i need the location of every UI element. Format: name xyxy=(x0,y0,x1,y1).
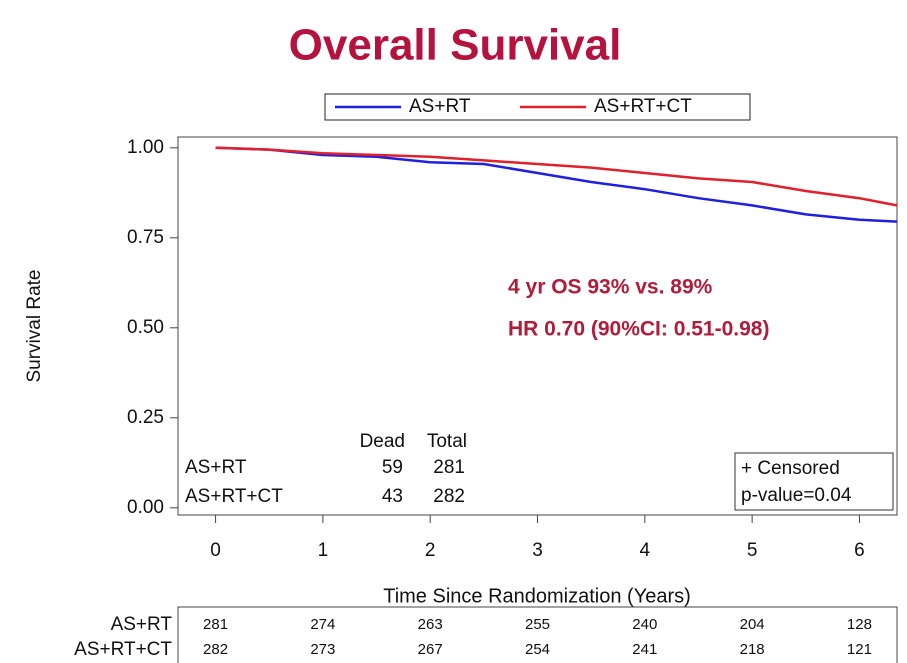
risk-cell: 282 xyxy=(203,641,228,658)
legend-box xyxy=(324,93,751,121)
inset-header: Total xyxy=(427,431,467,452)
inset-cell: 281 xyxy=(433,457,465,478)
risk-cell: 121 xyxy=(847,641,872,658)
y-axis-label: Survival Rate xyxy=(24,270,45,383)
risk-cell: 241 xyxy=(632,641,657,658)
x-tick-label: 4 xyxy=(640,540,651,561)
risk-cell: 128 xyxy=(847,616,872,633)
legend-label: AS+RT+CT xyxy=(594,96,692,117)
x-tick-label: 0 xyxy=(210,540,221,561)
censor-box xyxy=(734,452,894,511)
risk-row-label: AS+RT xyxy=(111,614,173,635)
y-tick-label: 1.00 xyxy=(127,137,164,158)
y-tick-label: 0.75 xyxy=(127,227,164,248)
risk-cell: 240 xyxy=(632,616,657,633)
risk-cell: 273 xyxy=(310,641,335,658)
risk-row-label: AS+RT+CT xyxy=(74,639,172,660)
risk-cell: 263 xyxy=(418,616,443,633)
survival-curve xyxy=(215,146,898,207)
survival-curve xyxy=(215,146,898,223)
annotation: HR 0.70 (90%CI: 0.51-0.98) xyxy=(508,318,769,341)
x-tick-label: 2 xyxy=(425,540,436,561)
inset-cell: 59 xyxy=(382,457,403,478)
risk-cell: 254 xyxy=(525,641,550,658)
risk-cell: 218 xyxy=(740,641,765,658)
x-axis-label: Time Since Randomization (Years) xyxy=(383,585,691,607)
p-value: p-value=0.04 xyxy=(741,485,852,506)
risk-cell: 267 xyxy=(418,641,443,658)
legend-label: AS+RT xyxy=(409,96,471,117)
x-tick-label: 1 xyxy=(318,540,329,561)
censor-label: + Censored xyxy=(741,458,840,479)
inset-row-label: AS+RT+CT xyxy=(185,486,283,507)
x-tick-label: 6 xyxy=(854,540,865,561)
y-tick-label: 0.00 xyxy=(127,497,164,518)
y-tick-label: 0.50 xyxy=(127,317,164,338)
x-tick-label: 5 xyxy=(747,540,758,561)
x-tick-label: 3 xyxy=(532,540,543,561)
inset-row-label: AS+RT xyxy=(185,457,247,478)
risk-cell: 255 xyxy=(525,616,550,633)
risk-cell: 281 xyxy=(203,616,228,633)
risk-table-frame xyxy=(177,606,898,663)
inset-header: Dead xyxy=(360,431,405,452)
risk-cell: 204 xyxy=(740,616,765,633)
y-tick-label: 0.25 xyxy=(127,407,164,428)
inset-cell: 43 xyxy=(382,486,403,507)
inset-cell: 282 xyxy=(433,486,465,507)
risk-cell: 274 xyxy=(310,616,335,633)
chart-title: Overall Survival xyxy=(289,21,622,70)
annotation: 4 yr OS 93% vs. 89% xyxy=(508,276,713,299)
